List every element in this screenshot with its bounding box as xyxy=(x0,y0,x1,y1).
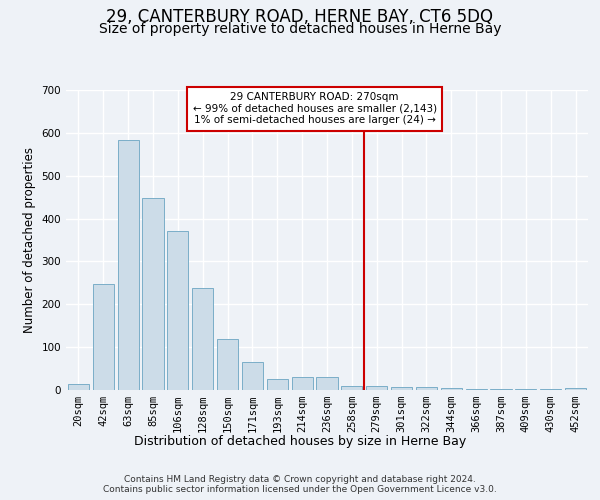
Bar xyxy=(366,386,387,390)
Bar xyxy=(217,338,238,390)
Text: 29 CANTERBURY ROAD: 270sqm
← 99% of detached houses are smaller (2,143)
1% of se: 29 CANTERBURY ROAD: 270sqm ← 99% of deta… xyxy=(193,92,437,126)
Bar xyxy=(490,388,512,390)
Bar xyxy=(441,388,462,390)
Bar xyxy=(515,389,536,390)
Bar xyxy=(565,388,586,390)
Bar xyxy=(118,140,139,390)
Bar xyxy=(341,386,362,390)
Text: Contains public sector information licensed under the Open Government Licence v3: Contains public sector information licen… xyxy=(103,485,497,494)
Bar xyxy=(167,232,188,390)
Text: Contains HM Land Registry data © Crown copyright and database right 2024.: Contains HM Land Registry data © Crown c… xyxy=(124,475,476,484)
Bar xyxy=(466,388,487,390)
Bar xyxy=(242,362,263,390)
Bar xyxy=(391,386,412,390)
Text: Distribution of detached houses by size in Herne Bay: Distribution of detached houses by size … xyxy=(134,435,466,448)
Bar xyxy=(192,288,213,390)
Bar xyxy=(142,198,164,390)
Bar xyxy=(292,377,313,390)
Text: Size of property relative to detached houses in Herne Bay: Size of property relative to detached ho… xyxy=(99,22,501,36)
Bar xyxy=(540,389,561,390)
Bar xyxy=(93,284,114,390)
Text: 29, CANTERBURY ROAD, HERNE BAY, CT6 5DQ: 29, CANTERBURY ROAD, HERNE BAY, CT6 5DQ xyxy=(107,8,493,26)
Bar xyxy=(267,380,288,390)
Y-axis label: Number of detached properties: Number of detached properties xyxy=(23,147,36,333)
Bar xyxy=(416,386,437,390)
Bar xyxy=(316,377,338,390)
Bar xyxy=(68,384,89,390)
